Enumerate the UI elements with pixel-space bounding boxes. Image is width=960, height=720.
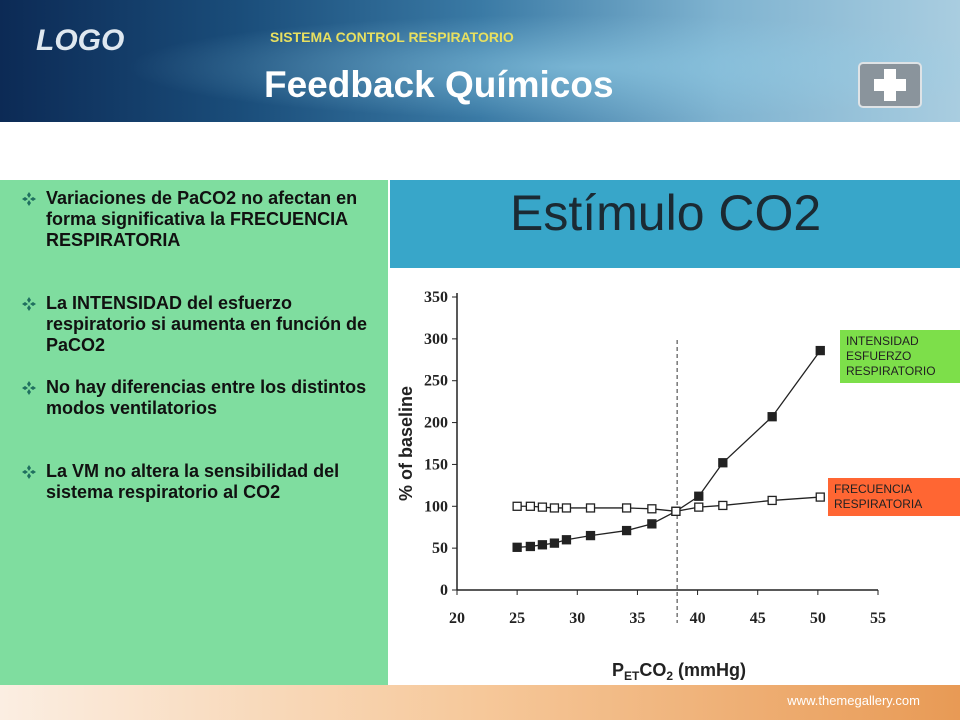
data-point bbox=[815, 345, 825, 356]
y-tick-label: 50 bbox=[432, 540, 448, 557]
data-point bbox=[512, 501, 522, 511]
data-point bbox=[585, 530, 596, 541]
bullet-panel: Variaciones de PaCO2 no afectan en forma… bbox=[0, 180, 388, 685]
data-point bbox=[767, 495, 777, 506]
x-tick-label: 50 bbox=[810, 610, 826, 627]
y-tick-label: 250 bbox=[424, 373, 448, 390]
y-tick-label: 150 bbox=[424, 456, 448, 473]
data-point bbox=[561, 503, 572, 513]
y-tick-label: 300 bbox=[424, 331, 448, 348]
panel-title-box: Estímulo CO2 bbox=[390, 180, 960, 268]
x-tick-label: 40 bbox=[690, 610, 706, 627]
data-point bbox=[549, 538, 560, 548]
data-point bbox=[549, 503, 560, 513]
data-point bbox=[537, 540, 548, 550]
bullet-icon bbox=[22, 297, 36, 311]
x-tick-label: 30 bbox=[569, 610, 585, 627]
chart: 0 50 100 150 200 250 300 350 20 25 30 35 40 45 50 55 % o… bbox=[396, 289, 886, 683]
header: LOGO SISTEMA CONTROL RESPIRATORIO Feedba… bbox=[0, 0, 960, 122]
x-tick-label: 20 bbox=[449, 610, 465, 627]
bullet-icon bbox=[22, 465, 36, 479]
y-tick-label: 200 bbox=[424, 415, 448, 432]
data-point bbox=[621, 503, 632, 513]
data-point bbox=[512, 542, 522, 552]
x-label-part: P bbox=[612, 660, 624, 680]
footer: www.themegallery.com bbox=[0, 685, 960, 720]
x-label-part: (mmHg) bbox=[673, 660, 746, 680]
subtitle: SISTEMA CONTROL RESPIRATORIO bbox=[270, 29, 514, 45]
series-label: INTENSIDAD ESFUERZO RESPIRATORIO bbox=[840, 330, 960, 383]
bullet-icon bbox=[22, 192, 36, 206]
x-label-part: ET bbox=[624, 669, 640, 683]
chart-area: 0 50 100 150 200 250 300 350 20 25 30 35 40 45 50 55 % o… bbox=[390, 268, 960, 685]
data-point bbox=[621, 525, 632, 536]
data-point bbox=[718, 500, 728, 511]
bullet-icon bbox=[22, 381, 36, 395]
y-tick-label: 0 bbox=[440, 582, 448, 599]
panel-title: Estímulo CO2 bbox=[510, 185, 822, 241]
x-tick-label: 25 bbox=[509, 610, 525, 627]
data-point bbox=[537, 502, 548, 512]
title: Feedback Químicos bbox=[264, 64, 614, 105]
data-point bbox=[671, 506, 681, 516]
y-tick-label: 350 bbox=[424, 289, 448, 306]
data-point bbox=[525, 541, 536, 552]
x-tick-label: 35 bbox=[629, 610, 645, 627]
data-point bbox=[525, 501, 536, 511]
x-axis-label: PETCO2 (mmHg) bbox=[612, 660, 746, 683]
footer-url: www.themegallery.com bbox=[787, 693, 920, 708]
bullet: La VM no altera la sensibilidad del sist… bbox=[22, 461, 381, 503]
data-point bbox=[767, 412, 777, 422]
logo: LOGO bbox=[36, 24, 125, 57]
x-label-part: 2 bbox=[666, 669, 673, 683]
y-axis-label: % of baseline bbox=[396, 386, 416, 501]
x-tick-label: 45 bbox=[750, 610, 766, 627]
x-label-part: CO bbox=[639, 660, 666, 680]
data-point bbox=[647, 504, 657, 514]
data-point bbox=[694, 502, 704, 512]
series-label: FRECUENCIA RESPIRATORIA bbox=[828, 478, 960, 516]
data-point bbox=[585, 503, 596, 513]
data-point bbox=[815, 492, 825, 502]
data-point bbox=[718, 458, 728, 468]
series-line bbox=[517, 350, 821, 548]
bullet-text: La VM no altera la sensibilidad del sist… bbox=[46, 461, 340, 502]
bullet: La INTENSIDAD del esfuerzo respiratorio … bbox=[22, 293, 381, 356]
x-tick-label: 55 bbox=[870, 610, 886, 627]
data-point bbox=[561, 535, 572, 545]
data-point bbox=[647, 519, 657, 529]
bullet-text: La INTENSIDAD del esfuerzo respiratorio … bbox=[46, 293, 368, 355]
bullet: No hay diferencias entre los distintos m… bbox=[22, 377, 381, 419]
bullet-text: No hay diferencias entre los distintos m… bbox=[46, 377, 367, 418]
y-tick-label: 100 bbox=[424, 498, 448, 515]
data-point bbox=[694, 491, 704, 501]
bullet: Variaciones de PaCO2 no afectan en forma… bbox=[22, 188, 381, 251]
plus-icon bbox=[858, 62, 922, 108]
bullet-text: Variaciones de PaCO2 no afectan en forma… bbox=[46, 188, 358, 250]
